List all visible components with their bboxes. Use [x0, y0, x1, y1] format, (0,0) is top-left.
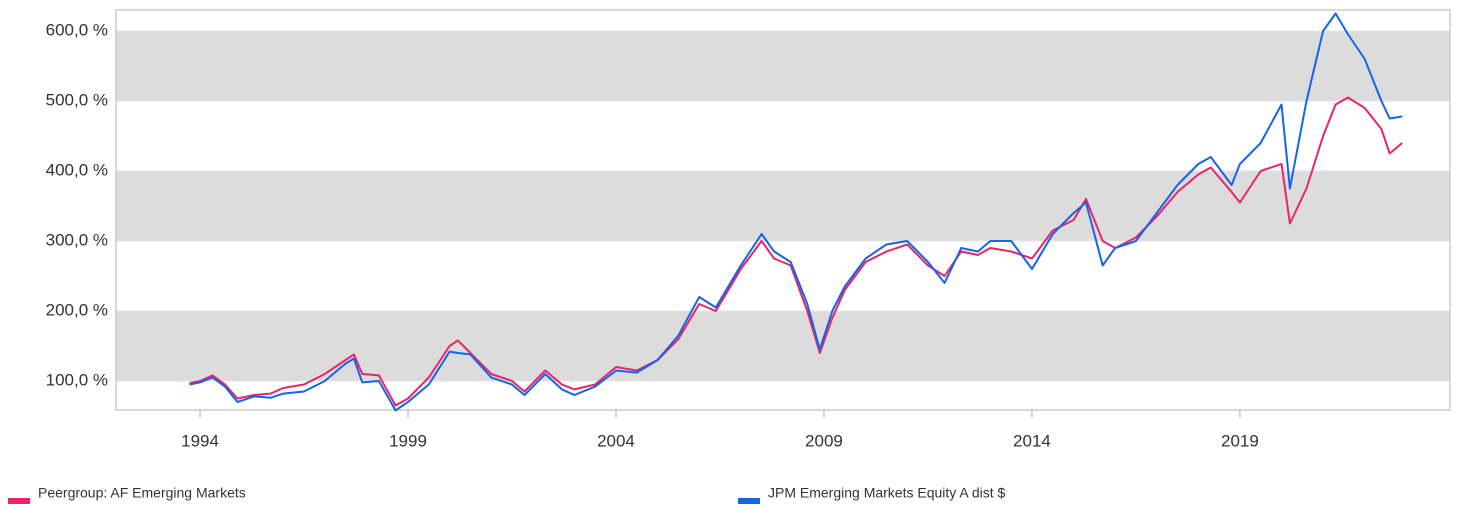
grid-band	[116, 171, 1450, 242]
plot-border	[115, 9, 1451, 411]
y-tick-label: 500,0 %	[46, 90, 108, 109]
legend-swatch	[8, 498, 30, 504]
x-tick-label: 1994	[181, 431, 219, 450]
y-tick-label: 200,0 %	[46, 300, 108, 319]
legend-label: JPM Emerging Markets Equity A dist $	[768, 485, 1006, 501]
series-line	[189, 96, 1403, 407]
y-tick-label: 100,0 %	[46, 371, 108, 390]
y-tick-label: 600,0 %	[46, 20, 108, 39]
grid-band	[116, 311, 1450, 382]
legend-label: Peergroup: AF Emerging Markets	[38, 485, 246, 501]
legend-swatch	[738, 498, 760, 504]
x-tick-label: 1999	[389, 431, 427, 450]
x-tick-label: 2014	[1013, 431, 1051, 450]
legend: Peergroup: AF Emerging Markets JPM Emergi…	[8, 485, 1006, 504]
x-tick-label: 2019	[1221, 431, 1259, 450]
y-tick-label: 400,0 %	[46, 160, 108, 179]
y-tick-label: 300,0 %	[46, 230, 108, 249]
grid-band	[116, 31, 1450, 102]
x-tick-label: 2004	[597, 431, 635, 450]
x-tick-label: 2009	[805, 431, 843, 450]
series-line	[189, 12, 1403, 412]
